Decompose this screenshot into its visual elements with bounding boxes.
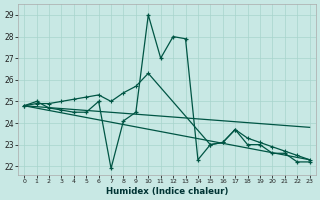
X-axis label: Humidex (Indice chaleur): Humidex (Indice chaleur) [106,187,228,196]
